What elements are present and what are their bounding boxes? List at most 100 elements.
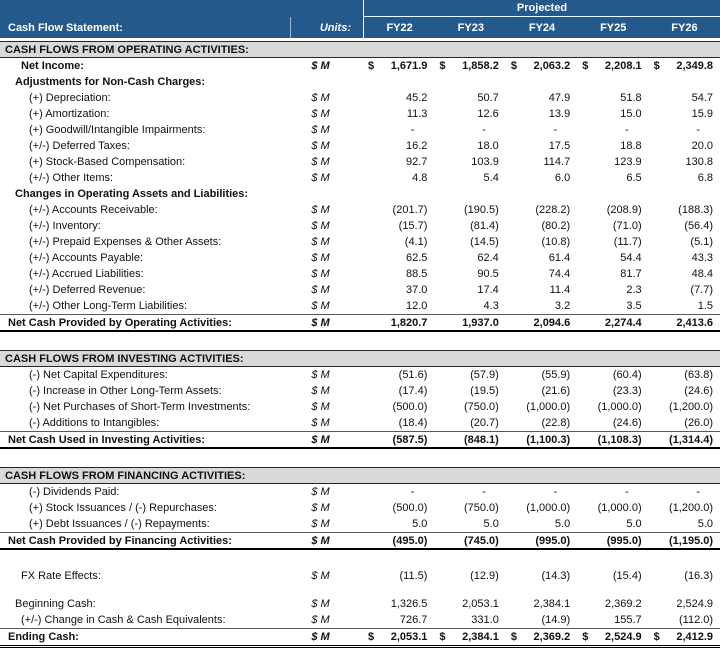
projected-band: Projected [0,0,720,17]
value-cell: (745.0) [434,535,505,547]
value-cell: (1,000.0) [577,401,648,413]
table-row: (+) Stock Issuances / (-) Repurchases: $ … [0,500,720,516]
value-cell: 74.4 [506,268,577,280]
value-text: (12.9) [470,570,499,582]
table-row: (+) Debt Issuances / (-) Repayments: $ M 5… [0,516,720,532]
row-label: (+) Stock Issuances / (-) Repurchases: [29,502,217,514]
value-cell: (7.7) [649,284,720,296]
units-cell: $ M [311,614,330,626]
table-row: (+/-) Deferred Taxes: $ M 16.2 18.0 17.5 18.8… [0,138,720,154]
value-text: 20.0 [691,140,714,152]
value-cell: $2,063.2 [506,60,577,72]
value-text: 103.9 [471,156,499,168]
table-row: (+/-) Accounts Payable: $ M 62.5 62.4 61.4 54… [0,250,720,266]
value-cell: 13.9 [506,108,577,120]
value-cell: (188.3) [649,204,720,216]
value-cell: 1,820.7 [363,317,434,329]
value-cell: 1,326.5 [363,598,434,610]
value-cell: - [363,124,434,136]
value-cell: - [649,124,720,136]
header-spacer [0,0,363,17]
value-cell: $2,384.1 [434,631,505,643]
value-text: - [482,486,486,498]
units-cell: $ M [311,401,330,413]
value-cell: 45.2 [363,92,434,104]
row-label: Changes in Operating Assets and Liabilit… [15,188,249,200]
currency-symbol: $ [510,631,517,643]
projected-header: Projected [363,0,720,17]
value-text: (112.0) [678,614,714,626]
units-cell: $ M [311,385,330,397]
currency-symbol: $ [439,60,446,72]
value-cell: (26.0) [649,417,720,429]
value-cell: (1,314.4) [649,434,720,446]
value-cell: (1,195.0) [649,535,720,547]
table-row: (-) Dividends Paid: $ M - - - - - [0,484,720,500]
value-cell: 2,094.6 [506,317,577,329]
value-cell: (24.6) [577,417,648,429]
table-header: Projected Cash Flow Statement: Units: FY… [0,0,720,38]
value-text: (22.8) [541,417,571,429]
value-cell: 12.0 [363,300,434,312]
value-text: (56.4) [684,220,714,232]
row-label: (-) Increase in Other Long-Term Assets: [29,385,222,397]
units-cell: $ M [311,268,330,280]
value-text: (1,000.0) [597,401,642,413]
currency-symbol: $ [653,60,660,72]
value-cell: 2,274.4 [577,317,648,329]
units-cell: $ M [311,252,330,264]
value-cell: 4.3 [434,300,505,312]
units-cell: $ M [311,316,330,329]
value-cell: 51.8 [577,92,648,104]
value-cell: 90.5 [434,268,505,280]
value-text: (995.0) [606,534,642,547]
value-text: 5.0 [697,518,714,530]
value-text: (26.0) [684,417,714,429]
row-label: CASH FLOWS FROM OPERATING ACTIVITIES: [5,43,249,56]
currency-symbol: $ [653,631,660,643]
section-header-row: CASH FLOWS FROM FINANCING ACTIVITIES: [0,467,720,484]
currency-symbol: $ [368,631,375,643]
value-cell: - [434,124,505,136]
page-title: Cash Flow Statement: [8,21,123,34]
units-cell: $ M [311,369,330,381]
value-cell: (14.9) [506,614,577,626]
spacer-row [0,332,720,350]
value-cell: (15.4) [577,570,648,582]
value-cell: 11.4 [506,284,577,296]
value-cell: (56.4) [649,220,720,232]
value-cell: $2,349.8 [649,60,720,72]
value-text: 726.7 [399,614,428,626]
value-text: (80.2) [541,220,571,232]
value-text: 61.4 [548,252,571,264]
value-text: (14.9) [541,614,571,626]
value-cell: (587.5) [363,434,434,446]
table-row: (-) Increase in Other Long-Term Assets: $… [0,383,720,399]
value-text: 74.4 [548,268,571,280]
value-text: 2,384.1 [533,598,571,610]
row-label: (+/-) Deferred Revenue: [29,284,146,296]
units-cell: $ M [311,598,330,610]
value-cell: (55.9) [506,369,577,381]
value-cell: 20.0 [649,140,720,152]
value-cell: 43.3 [649,252,720,264]
value-cell: 15.9 [649,108,720,120]
value-text: 5.0 [412,518,428,530]
value-cell: (21.6) [506,385,577,397]
value-cell: (71.0) [577,220,648,232]
value-text: (750.0) [463,502,499,514]
section-header-row: CASH FLOWS FROM OPERATING ACTIVITIES: [0,41,720,58]
value-cell: 47.9 [506,92,577,104]
value-text: (1,100.3) [526,433,571,446]
value-text: (587.5) [392,433,428,446]
value-text: 47.9 [548,92,571,104]
value-text: (57.9) [470,369,499,381]
section-header-row: CASH FLOWS FROM INVESTING ACTIVITIES: [0,350,720,367]
value-text: 2,524.9 [604,631,642,643]
value-text: 2.3 [626,284,642,296]
units-cell: $ M [311,433,330,446]
row-label: (+/-) Change in Cash & Cash Equivalents: [21,614,226,626]
value-text: 4.3 [483,300,499,312]
value-text: - [624,124,629,136]
value-text: (495.0) [392,534,428,547]
